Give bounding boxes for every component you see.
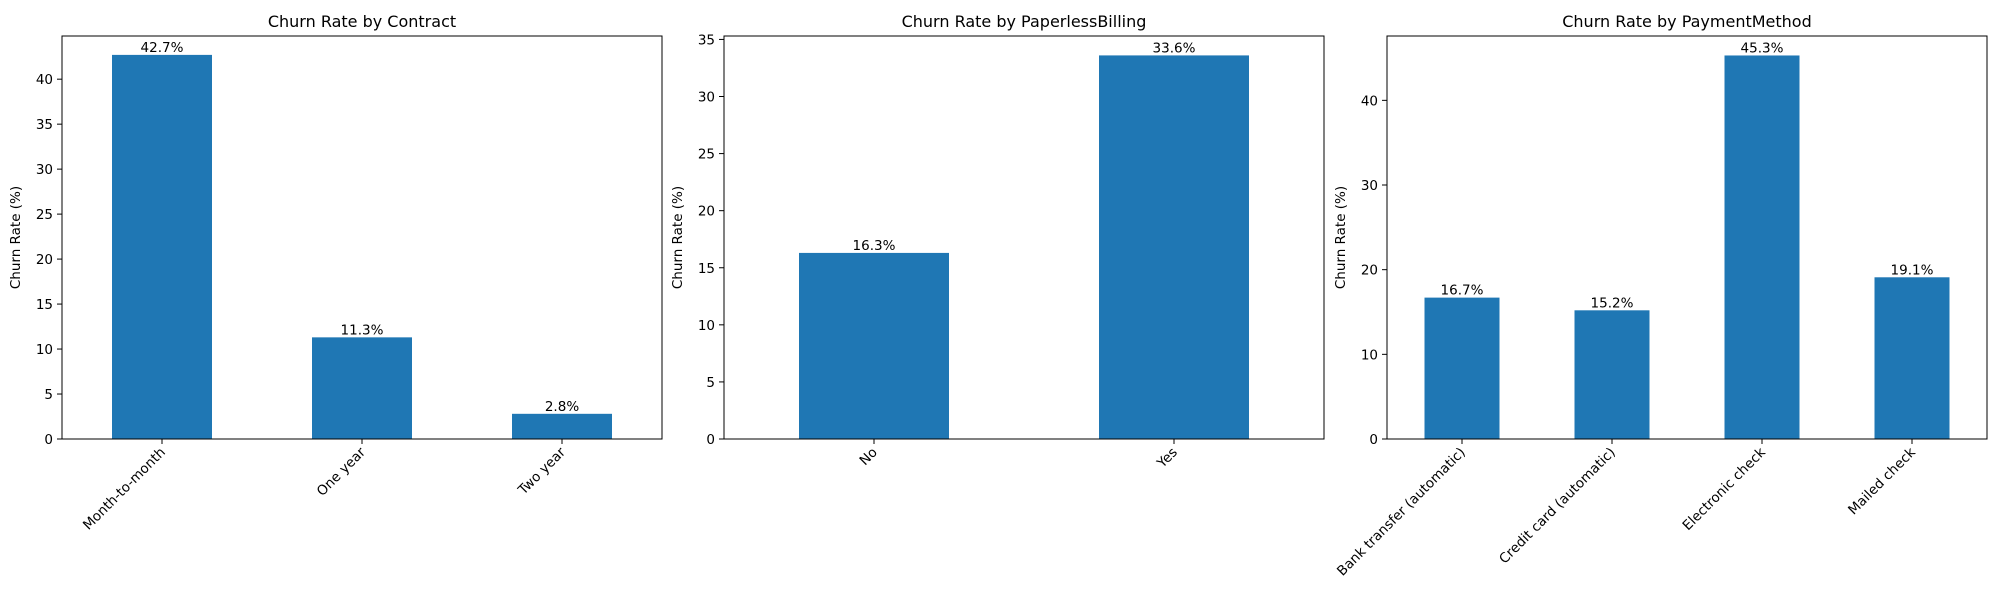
y-tick-label: 20 [36, 252, 53, 268]
x-tick-label: One year [314, 444, 369, 499]
x-tick-label: Yes [1153, 445, 1180, 472]
bar-value-label: 45.3% [1741, 40, 1784, 56]
bar [1099, 55, 1249, 440]
chart-title: Churn Rate by PaymentMethod [1562, 12, 1812, 31]
bar-value-label: 15.2% [1591, 295, 1634, 311]
x-tick-label: Bank transfer (automatic) [1334, 445, 1469, 580]
y-tick-label: 10 [1361, 347, 1378, 363]
axes-frame [1386, 35, 1988, 440]
bar [1724, 55, 1800, 440]
y-axis-label: Churn Rate (%) [8, 186, 24, 289]
y-tick-label: 5 [44, 387, 53, 403]
bar [312, 337, 412, 439]
y-tick-label: 15 [36, 297, 53, 313]
y-tick-label: 25 [36, 207, 53, 223]
x-tick-label: Month-to-month [80, 445, 169, 534]
x-tick-label: Credit card (automatic) [1496, 445, 1619, 568]
chart-title: Churn Rate by PaperlessBilling [902, 12, 1147, 31]
x-tick-label: Two year [515, 444, 570, 499]
y-tick-label: 35 [36, 117, 53, 133]
chart-panel-2: Churn Rate by PaperlessBilling Churn Rate… [670, 12, 1325, 472]
y-axis-label: Churn Rate (%) [670, 186, 686, 289]
bar [1574, 310, 1650, 439]
bar [112, 54, 212, 439]
y-tick-label: 0 [44, 432, 53, 448]
bar-value-label: 42.7% [141, 40, 184, 56]
chart-panel-3: Churn Rate by PaymentMethod Churn Rate (%… [1333, 12, 1988, 580]
y-tick-label: 40 [36, 72, 53, 88]
bar [1424, 297, 1500, 439]
bar-value-label: 16.7% [1441, 283, 1484, 299]
y-tick-label: 15 [698, 261, 715, 277]
chart-panel-1: Churn Rate by Contract Churn Rate (%) 0 5 10… [8, 12, 663, 534]
y-tick-label: 30 [36, 162, 53, 178]
bar-value-label: 33.6% [1153, 40, 1196, 56]
y-tick-label: 40 [1361, 93, 1378, 109]
axes-frame [723, 35, 1325, 440]
y-tick-label: 25 [698, 147, 715, 163]
x-tick-label: No [857, 445, 881, 469]
bar-value-label: 19.1% [1891, 262, 1934, 278]
y-tick-label: 30 [698, 90, 715, 106]
y-tick-label: 20 [1361, 263, 1378, 279]
y-tick-label: 30 [1361, 178, 1378, 194]
bar-value-label: 11.3% [341, 322, 384, 338]
y-tick-label: 10 [36, 342, 53, 358]
y-tick-label: 35 [698, 32, 715, 48]
bar-value-label: 16.3% [853, 238, 896, 254]
y-tick-label: 0 [1369, 432, 1378, 448]
y-tick-label: 0 [706, 432, 715, 448]
chart-title: Churn Rate by Contract [268, 12, 456, 31]
bar [512, 413, 612, 439]
y-tick-label: 10 [698, 318, 715, 334]
bar [799, 252, 949, 439]
x-tick-label: Electronic check [1679, 444, 1768, 533]
axes-frame [61, 35, 663, 440]
y-tick-label: 20 [698, 204, 715, 220]
y-tick-label: 5 [706, 375, 715, 391]
bar [1874, 277, 1950, 439]
x-tick-label: Mailed check [1845, 444, 1919, 518]
bar-value-label: 2.8% [545, 399, 579, 415]
y-axis-label: Churn Rate (%) [1333, 186, 1349, 289]
